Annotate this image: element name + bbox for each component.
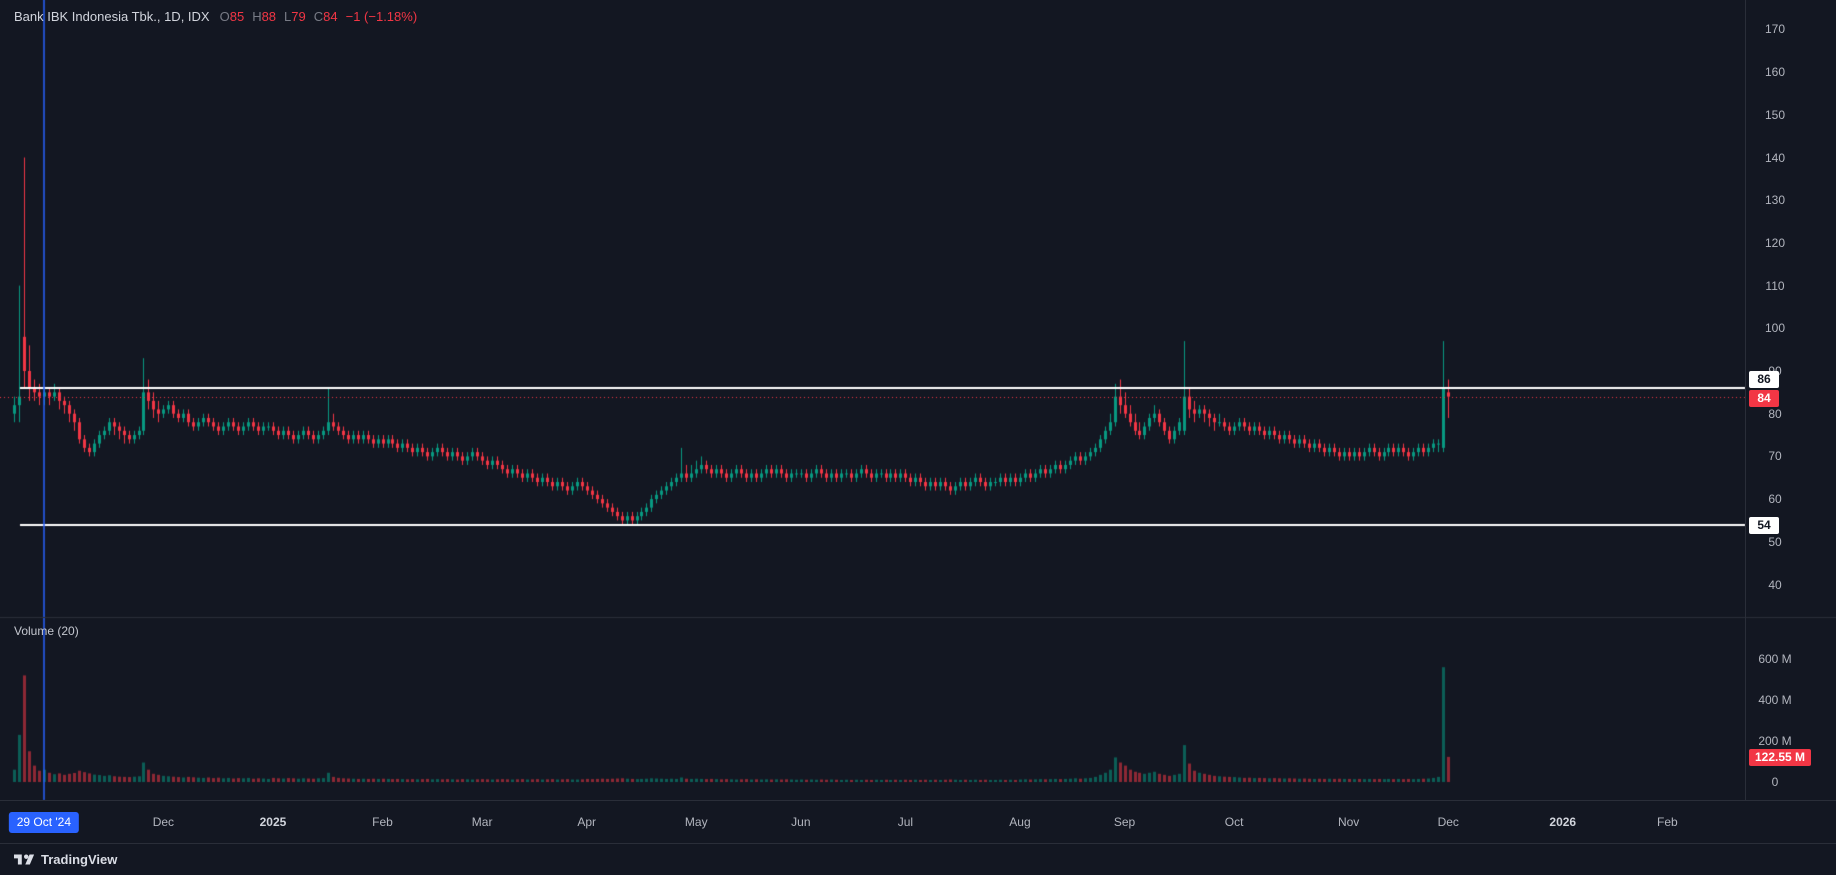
volume-tick-label: 600 M	[1758, 652, 1792, 666]
time-tick-label: Mar	[471, 815, 493, 829]
time-tick-label: Aug	[1009, 815, 1031, 829]
symbol-title: Bank IBK Indonesia Tbk., 1D, IDX	[14, 9, 210, 24]
date-marker-badge: 29 Oct '24	[8, 812, 80, 833]
low-value: 79	[291, 9, 306, 24]
open-value: 85	[229, 9, 245, 24]
last-volume-badge: 122.55 M	[1749, 748, 1812, 766]
time-tick-label: Nov	[1337, 815, 1360, 829]
time-tick-label: 2025	[259, 815, 287, 829]
time-tick-label: Dec	[152, 815, 175, 829]
price-tick-label: 130	[1764, 193, 1786, 208]
time-tick-label: Jun	[791, 815, 811, 829]
tradingview-link[interactable]: TradingView	[14, 852, 117, 868]
time-tick-label: Jul	[897, 815, 914, 829]
price-tick-label: 70	[1768, 449, 1782, 464]
volume-tick-label: 0	[1771, 775, 1779, 789]
price-tick-label: 140	[1764, 150, 1786, 165]
chart-canvas[interactable]	[0, 0, 1836, 843]
symbol-legend: Bank IBK Indonesia Tbk., 1D, IDX O85 H88…	[14, 9, 417, 24]
price-axis[interactable]: 86 84 54 122.55 M 170 160 150 140 130 120 110 1…	[1745, 0, 1836, 800]
hline-upper-badge: 86	[1749, 371, 1779, 389]
time-tick-label: May	[684, 815, 708, 829]
time-axis[interactable]: 29 Oct '24 Dec 2025 Feb Mar Apr May Jun Jul Aug S…	[0, 800, 1836, 843]
price-tick-label: 170	[1764, 22, 1786, 37]
change-value: −1 (−1.18%)	[345, 9, 418, 24]
time-tick-label: Feb	[1657, 815, 1678, 829]
price-tick-label: 60	[1768, 492, 1782, 507]
time-tick-label: Dec	[1437, 815, 1459, 829]
low-readout: L79	[284, 9, 306, 24]
volume-pane-label: Volume (20)	[14, 624, 79, 638]
ohlc-readout: O85 H88 L79 C84 −1 (−1.18%)	[220, 9, 418, 24]
volume-tick-label: 200 M	[1758, 734, 1792, 748]
price-tick-label: 150	[1764, 107, 1786, 122]
tradingview-logo-icon	[14, 852, 34, 868]
footer-bar: TradingView	[0, 843, 1836, 875]
price-tick-label: 80	[1768, 406, 1782, 421]
open-readout: O85	[219, 9, 245, 24]
price-tick-label: 100	[1764, 321, 1786, 336]
time-tick-label: Sep	[1113, 815, 1136, 829]
time-tick-label: Feb	[372, 815, 393, 829]
volume-tick-label: 400 M	[1758, 693, 1792, 707]
price-tick-label: 50	[1768, 534, 1782, 549]
time-tick-label: Apr	[577, 815, 597, 829]
high-readout: H88	[252, 9, 277, 24]
close-value: 84	[323, 9, 338, 24]
hline-lower-badge: 54	[1749, 516, 1779, 534]
price-tick-label: 160	[1764, 65, 1786, 80]
close-readout: C84	[313, 9, 338, 24]
price-tick-label: 110	[1765, 278, 1785, 293]
tradingview-brand-text: TradingView	[41, 852, 118, 867]
high-value: 88	[261, 9, 277, 24]
time-tick-label: 2026	[1549, 815, 1577, 829]
price-tick-label: 120	[1764, 235, 1786, 250]
last-price-badge: 84	[1749, 389, 1779, 407]
price-tick-label: 40	[1768, 577, 1782, 592]
time-tick-label: Oct	[1224, 815, 1244, 829]
